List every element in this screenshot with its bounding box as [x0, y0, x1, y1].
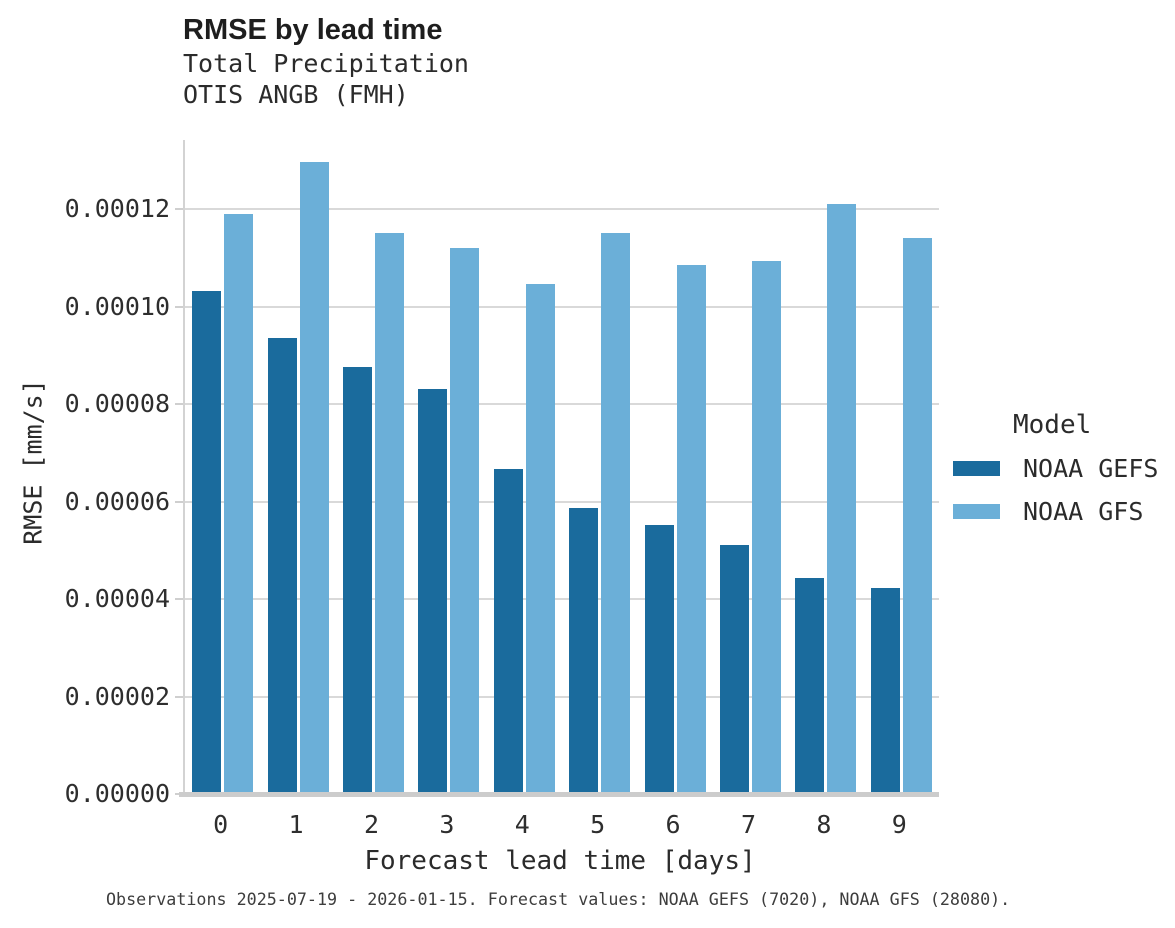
bar-group-day-7 [713, 140, 788, 794]
xtick-label-day-3: 3 [439, 810, 455, 839]
legend-entry-noaa-gfs: NOAA GFS [953, 497, 1158, 526]
xtick-label-day-2: 2 [363, 810, 380, 839]
bar-group-day-2 [336, 140, 411, 794]
ytick-label: 0.00002 [64, 681, 170, 711]
bar-noaa-gefs-day-4 [493, 469, 523, 794]
ytick-label: 0.00004 [64, 584, 170, 614]
chart-subtitle-station: OTIS ANGB (FMH) [183, 80, 409, 109]
bar-group-day-5 [562, 140, 637, 794]
bar-noaa-gefs-day-5 [569, 507, 599, 794]
bar-group-day-0 [185, 140, 260, 794]
legend-label: NOAA GFS [1023, 497, 1144, 526]
bar-noaa-gfs-day-3 [450, 248, 480, 794]
bar-noaa-gfs-day-5 [601, 233, 631, 794]
xtick-label-day-0: 0 [213, 810, 229, 839]
ytick-label: 0.00006 [64, 486, 170, 516]
gridline-y-0.00004 [185, 598, 939, 601]
xtick-label-day-9: 9 [891, 810, 907, 839]
bar-noaa-gfs-day-0 [224, 214, 254, 794]
bar-noaa-gefs-day-2 [342, 366, 372, 794]
bar-noaa-gefs-day-0 [192, 291, 222, 794]
ytick-label: 0.00010 [64, 291, 170, 321]
figure-header: RMSE by lead time Total Precipitation OT… [183, 12, 469, 110]
bar-noaa-gefs-day-8 [795, 577, 825, 794]
legend-swatch-noaa-gfs [953, 504, 1000, 519]
legend-swatch-noaa-gefs [953, 461, 1000, 476]
gridline-y-0.00010 [185, 305, 939, 308]
ytick-label: 0.00012 [64, 194, 170, 224]
plot-area [175, 140, 939, 795]
ytick-mark-0.00002 [175, 695, 183, 698]
x-axis-line [179, 792, 939, 797]
gridline-y-0.00012 [185, 208, 939, 211]
bar-noaa-gefs-day-1 [267, 338, 297, 794]
xtick-label-day-5: 5 [590, 810, 606, 839]
bar-noaa-gfs-day-4 [525, 284, 555, 794]
bar-noaa-gfs-day-2 [374, 233, 404, 794]
legend-entries: NOAA GEFS NOAA GFS [953, 454, 1158, 526]
xtick-label-day-6: 6 [665, 810, 681, 839]
legend-label: NOAA GEFS [1023, 454, 1159, 483]
bar-noaa-gfs-day-1 [299, 161, 329, 794]
bar-noaa-gefs-day-6 [644, 524, 674, 794]
bar-group-day-6 [637, 140, 712, 794]
x-axis-label: Forecast lead time [days] [364, 846, 756, 876]
ytick-mark-0.00006 [175, 500, 183, 503]
gridline-y-0.00002 [185, 695, 939, 698]
bar-noaa-gefs-day-7 [719, 545, 749, 794]
ytick-mark-0.00004 [175, 598, 183, 601]
legend: Model NOAA GEFS NOAA GFS [953, 410, 1158, 526]
legend-title: Model [1013, 410, 1092, 440]
xtick-label-day-8: 8 [816, 810, 832, 839]
bar-group-day-3 [411, 140, 486, 794]
chart-subtitle-variable: Total Precipitation [183, 49, 469, 78]
bar-noaa-gfs-day-8 [827, 204, 857, 794]
ytick-mark-0.00012 [175, 208, 183, 211]
bar-group-day-8 [788, 140, 863, 794]
bar-noaa-gefs-day-3 [418, 388, 448, 794]
bar-group-day-1 [260, 140, 335, 794]
bar-noaa-gfs-day-7 [751, 261, 781, 794]
bar-noaa-gfs-day-6 [676, 265, 706, 794]
xtick-label-day-4: 4 [514, 810, 530, 839]
bar-noaa-gefs-day-9 [870, 587, 900, 794]
ytick-mark-0.00010 [175, 305, 183, 308]
ytick-label: 0.00008 [64, 389, 170, 419]
xtick-label-day-7: 7 [740, 810, 757, 839]
caption-text: Observations 2025-07-19 - 2026-01-15. Fo… [106, 889, 1011, 909]
gridline-y-0.00008 [185, 403, 939, 406]
gridline-y-0.00006 [185, 500, 939, 503]
xtick-label-day-1: 1 [288, 810, 304, 839]
bar-group-day-9 [864, 140, 939, 794]
legend-entry-noaa-gefs: NOAA GEFS [953, 454, 1158, 483]
bar-group-day-4 [487, 140, 562, 794]
chart-title: RMSE by lead time [183, 14, 443, 46]
ytick-mark-0.00008 [175, 403, 183, 406]
ytick-label: 0.00000 [64, 779, 170, 808]
bar-noaa-gfs-day-9 [902, 238, 932, 794]
